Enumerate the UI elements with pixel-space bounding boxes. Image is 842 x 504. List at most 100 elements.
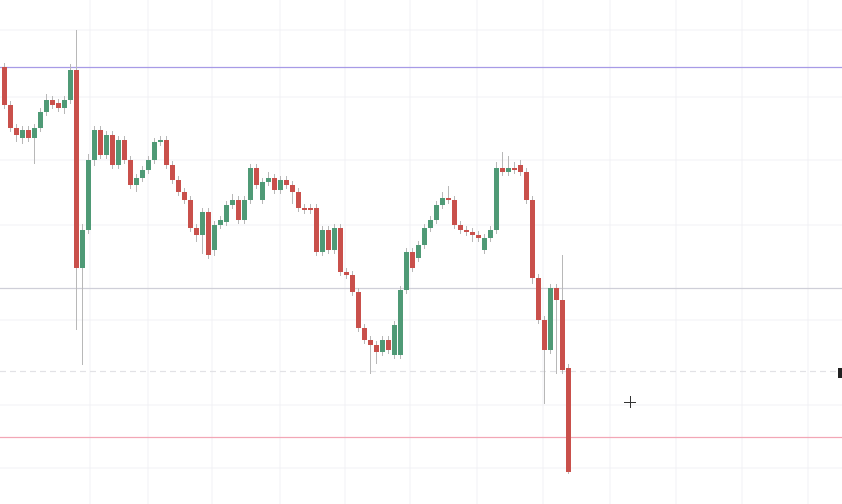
candle-body [86,160,91,230]
vertical-grid [89,0,809,504]
candle-body [26,130,31,138]
candle-body [236,200,241,220]
candle-body [110,135,115,165]
candle-body [452,200,457,225]
candle-body [548,288,553,350]
candle-body [194,228,199,235]
candle-body [140,170,145,178]
candle-body [104,135,109,155]
candle-body [428,220,433,228]
candle-body [338,228,343,272]
candle-body [296,192,301,208]
candle-body [278,180,283,190]
candle-body [488,230,493,238]
candle-body [362,328,367,340]
candle-body [116,140,121,165]
candle-body [398,290,403,355]
candle-body [500,168,505,172]
candle-body [308,208,313,210]
candle-body [332,228,337,250]
candle-body [62,100,67,108]
candle-body [446,198,451,200]
candle-body [206,212,211,255]
candle-body [350,275,355,292]
candle-body [74,70,79,268]
candle-body [542,320,547,350]
candle-body [404,252,409,290]
candle-body [68,70,73,100]
candle-body [374,345,379,352]
candle-body [512,168,517,170]
candle-body [158,140,163,142]
candle-body [368,340,373,345]
candle-body [524,172,529,200]
candle-body [290,185,295,192]
candle-body [554,288,559,300]
candle-body [320,230,325,252]
candle-body [506,168,511,172]
candle-body [392,325,397,355]
candle-body [164,140,169,165]
candle-body [530,200,535,278]
candle-body [20,130,25,138]
candle-body [32,128,37,138]
candle-body [152,142,157,160]
candle-body [470,232,475,235]
candle-body [182,192,187,200]
candle-body [476,235,481,238]
candle-body [122,140,127,160]
candle-body [8,105,13,128]
candle-body [356,292,361,328]
candle-body [14,128,19,135]
candle-body [254,168,259,185]
candle-body [218,220,223,225]
candle-body [416,245,421,258]
candle-body [128,160,133,185]
candle-body [518,165,523,172]
candle-body [566,368,571,472]
candle-body [200,212,205,235]
candle-body [230,200,235,205]
candle-body [272,178,277,190]
candle-body [440,198,445,205]
candle-body [494,168,499,230]
candle-body [386,340,391,350]
candle-body [380,340,385,352]
horizontal-grid [0,29,842,469]
candle-body [266,178,271,182]
candle-body [224,205,229,222]
candle-body [434,205,439,220]
candle-body [242,200,247,220]
candle-body [92,130,97,160]
candle-body [38,112,43,128]
crosshair-cursor [624,396,636,408]
candle-body [314,208,319,252]
candle-body [188,200,193,228]
candle-body [44,100,49,112]
candle-body [560,300,565,370]
candle-body [326,230,331,250]
candle-body [98,130,103,155]
candle-body [464,230,469,232]
candle-body [56,103,61,108]
candle-body [176,180,181,192]
candle-body [212,225,217,250]
candle-body [284,180,289,185]
candle-body [146,160,151,170]
candle-body [2,67,7,105]
candle-body [134,178,139,185]
candle-body [410,252,415,268]
candle-body [422,228,427,245]
candle-body [260,182,265,200]
candle-body [302,208,307,210]
candle-body [482,238,487,250]
candle-body [536,278,541,320]
candle-body [80,230,85,268]
candle-body [170,165,175,180]
edge-handle[interactable] [838,368,842,378]
candle-body [50,100,55,105]
candle-body [248,168,253,200]
candle-body [344,272,349,275]
